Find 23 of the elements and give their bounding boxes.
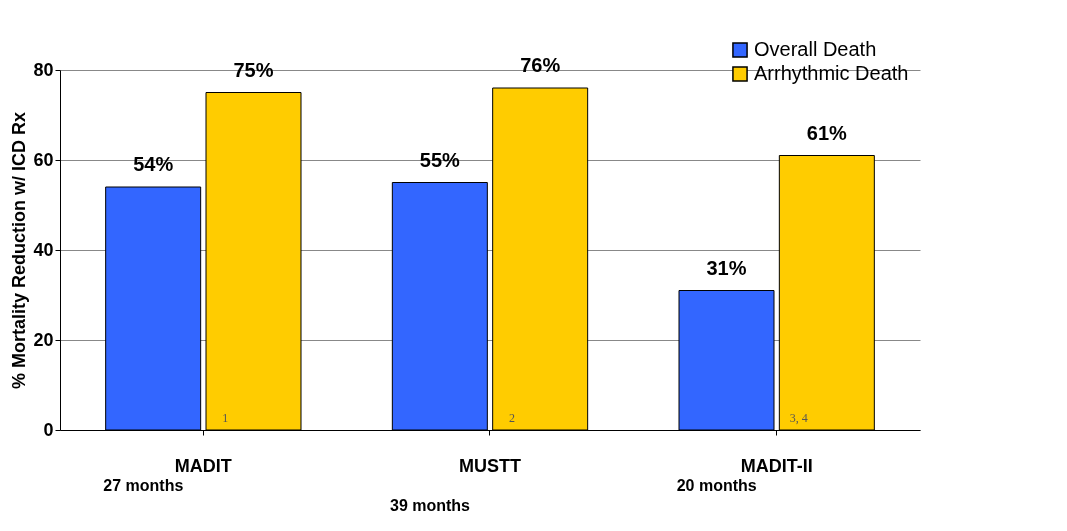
data-label: 75% <box>233 58 274 81</box>
y-tick-label: 60 <box>33 149 54 170</box>
y-tick-label: 0 <box>43 419 54 440</box>
data-label: 61% <box>806 121 848 144</box>
x-tick-label: MADIT <box>174 455 232 476</box>
annotation: 1 <box>222 411 229 425</box>
text: 20 months <box>676 477 757 494</box>
x-tick-label: MUSTT <box>459 455 521 476</box>
y-tick-label: 40 <box>33 239 54 260</box>
data-label: 55% <box>419 148 461 171</box>
data-label: 31% <box>706 256 747 279</box>
y-tick-label: 20 <box>33 329 54 350</box>
data-label: 54% <box>133 153 174 175</box>
text: 27 months <box>103 477 184 494</box>
y-axis-title: % Mortality Reduction w/ ICD Rx <box>9 111 30 390</box>
annotation: 3, 4 <box>789 411 808 425</box>
annotation: 2 <box>509 411 515 425</box>
text: 39 months <box>389 497 471 514</box>
legend-label: Arrhythmic Death <box>754 62 909 84</box>
data-label: 76% <box>520 54 561 76</box>
y-tick-label: 80 <box>33 59 54 80</box>
legend-label: Overall Death <box>754 38 877 60</box>
x-tick-label: MADIT-II <box>740 455 813 476</box>
